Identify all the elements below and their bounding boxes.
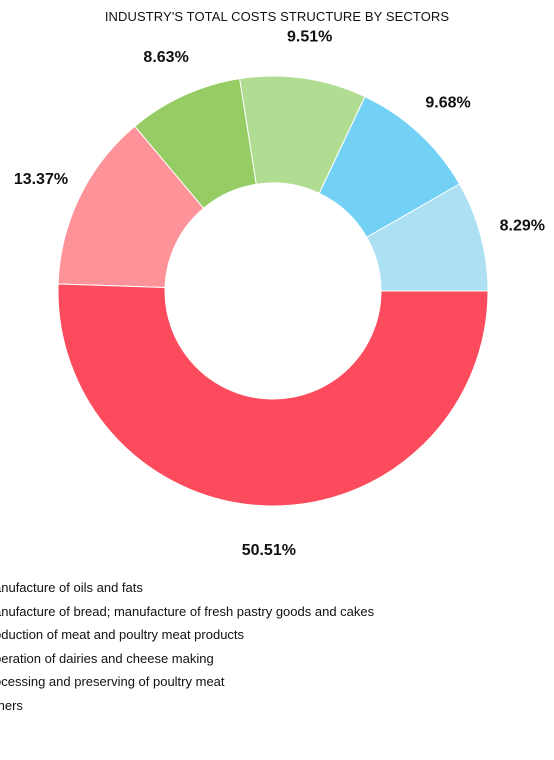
chart-title: INDUSTRY'S TOTAL COSTS STRUCTURE BY SECT…	[104, 9, 450, 24]
legend-item-5: ocessing and preserving of poultry meat	[0, 674, 225, 689]
slice-value-label-1: 8.29%	[500, 218, 545, 235]
legend-item-4: peration of dairies and cheese making	[0, 650, 214, 666]
donut-labels: 8.29% 9.68% 9.51% 8.63% 13.37% 50.51%	[14, 29, 545, 559]
donut-slices	[57, 75, 489, 507]
slice-value-label-5: 13.37%	[14, 171, 68, 188]
donut-slice-6	[57, 283, 489, 507]
slice-value-label-3: 9.51%	[287, 29, 332, 46]
slice-value-label-2: 9.68%	[425, 94, 470, 111]
legend-item-1: anufacture of oils and fats	[0, 580, 143, 595]
slice-value-label-6: 50.51%	[242, 542, 296, 559]
legend-item-2: anufacture of bread; manufacture of fres…	[0, 603, 375, 619]
legend-item-3: oduction of meat and poultry meat produc…	[0, 627, 245, 642]
slice-value-label-4: 8.63%	[143, 49, 188, 66]
